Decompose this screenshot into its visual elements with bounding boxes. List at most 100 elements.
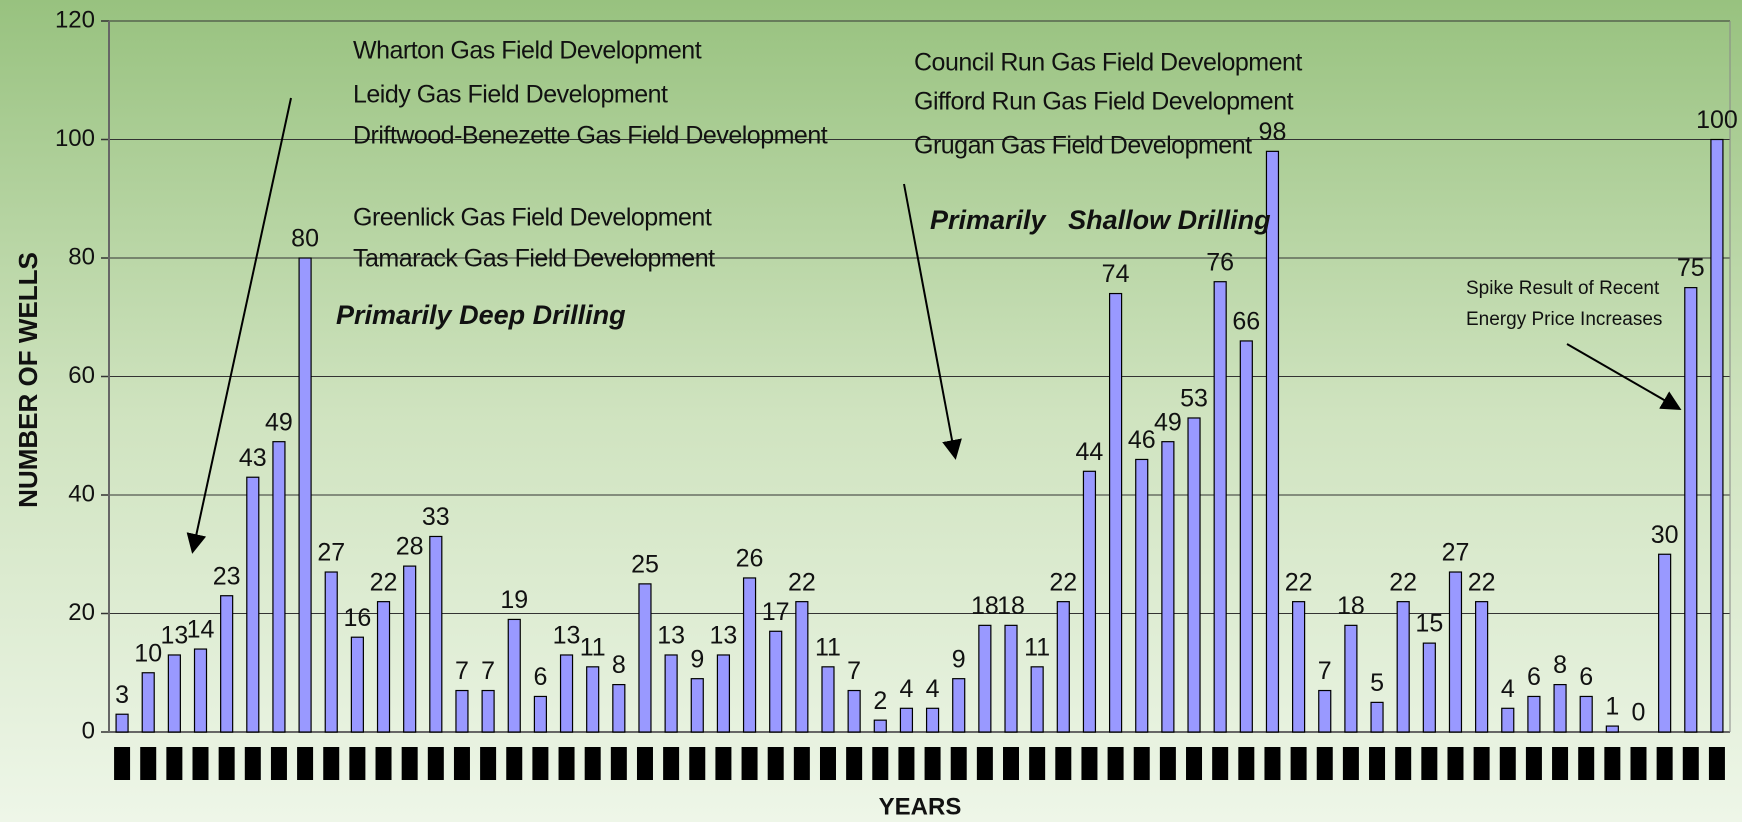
x-axis-label: YEARS (879, 793, 962, 820)
bar (978, 624, 992, 733)
value-label: 17 (762, 598, 790, 626)
x-tick-box (924, 747, 941, 780)
x-tick-box (166, 747, 183, 780)
x-tick-box (1630, 747, 1647, 780)
x-tick-box (610, 747, 627, 780)
bar (1553, 683, 1567, 733)
value-label: 98 (1259, 118, 1287, 146)
x-tick-box (114, 747, 131, 780)
x-tick-box (1656, 747, 1673, 780)
x-tick-box (375, 747, 392, 780)
value-label: 66 (1232, 308, 1260, 336)
bar (925, 707, 940, 733)
bar (612, 683, 626, 733)
value-label: 9 (952, 645, 966, 673)
value-label: 11 (580, 633, 606, 661)
value-label: 0 (1632, 699, 1646, 727)
x-tick-box (1499, 747, 1516, 780)
x-tick-box (218, 747, 235, 780)
bar (899, 707, 914, 733)
bar (559, 654, 574, 733)
value-label: 28 (396, 533, 424, 561)
annotation: Grugan Gas Field Development (914, 132, 1252, 160)
bar (403, 565, 417, 733)
bar (1710, 138, 1724, 733)
x-tick-box (480, 747, 497, 780)
value-label: 4 (926, 675, 940, 703)
bar (1344, 624, 1358, 733)
value-label: 10 (134, 639, 162, 667)
value-label: 13 (710, 622, 738, 650)
value-label: 8 (612, 651, 626, 679)
y-tick-label: 80 (68, 243, 95, 270)
x-tick-box (1525, 747, 1542, 780)
value-label: 100 (1696, 106, 1738, 134)
value-label: 18 (1337, 592, 1365, 620)
value-label: 4 (1501, 675, 1515, 703)
annotation: Gifford Run Gas Field Development (914, 88, 1294, 116)
x-tick-box (976, 747, 993, 780)
value-label: 27 (317, 539, 345, 567)
bar (1292, 601, 1306, 733)
bar (1082, 470, 1097, 733)
y-tick-label: 120 (55, 6, 95, 33)
value-label: 49 (1154, 408, 1182, 436)
x-tick-box (793, 747, 810, 780)
value-label: 27 (1442, 539, 1470, 567)
arrow (1566, 343, 1682, 410)
bar (1396, 601, 1410, 733)
bar (376, 601, 391, 733)
bar (1187, 417, 1201, 733)
y-axis-label: NUMBER OF WELLS (13, 252, 43, 508)
bar (1658, 553, 1672, 733)
value-label: 6 (1527, 663, 1541, 691)
value-label: 22 (1285, 568, 1313, 596)
bar (1239, 340, 1253, 733)
annotation: Wharton Gas Field Development (353, 37, 702, 65)
value-label: 23 (213, 562, 241, 590)
x-tick-box (1264, 747, 1281, 780)
bar (1213, 281, 1227, 733)
value-label: 8 (1553, 651, 1567, 679)
x-tick-box (506, 747, 523, 780)
x-tick-box (270, 747, 287, 780)
x-tick-box (1055, 747, 1072, 780)
x-tick-box (1682, 747, 1699, 780)
x-tick-box (846, 747, 863, 780)
value-label: 5 (1370, 669, 1384, 697)
annotation: Council Run Gas Field Development (914, 49, 1302, 77)
value-label: 22 (1049, 568, 1077, 596)
value-label: 53 (1180, 385, 1208, 413)
bar (455, 689, 469, 733)
x-tick-box (715, 747, 732, 780)
value-label: 80 (291, 225, 319, 253)
value-label: 7 (481, 657, 495, 685)
x-tick-box (1159, 747, 1176, 780)
value-label: 22 (370, 568, 398, 596)
x-tick-box (1003, 747, 1020, 780)
annotation: Driftwood-Benezette Gas Field Developmen… (353, 122, 828, 150)
x-tick-box (558, 747, 575, 780)
y-tick-label: 40 (68, 480, 95, 507)
value-label: 1 (1605, 693, 1619, 721)
x-tick-box (584, 747, 601, 780)
bar (1161, 441, 1175, 733)
bar (1527, 695, 1541, 733)
x-tick-box (898, 747, 915, 780)
x-tick-box (636, 747, 653, 780)
bar (1030, 666, 1044, 733)
value-label: 49 (265, 408, 293, 436)
y-tick-label: 100 (55, 125, 95, 152)
bar (1004, 624, 1018, 733)
x-tick-box (1421, 747, 1438, 780)
x-tick-box (1238, 747, 1255, 780)
bar (1605, 725, 1619, 733)
bar (507, 618, 521, 733)
x-tick-box (1212, 747, 1229, 780)
bar (246, 476, 260, 733)
bar (1501, 707, 1515, 733)
x-tick-box (1369, 747, 1386, 780)
bar (690, 678, 704, 733)
bar (272, 441, 286, 733)
